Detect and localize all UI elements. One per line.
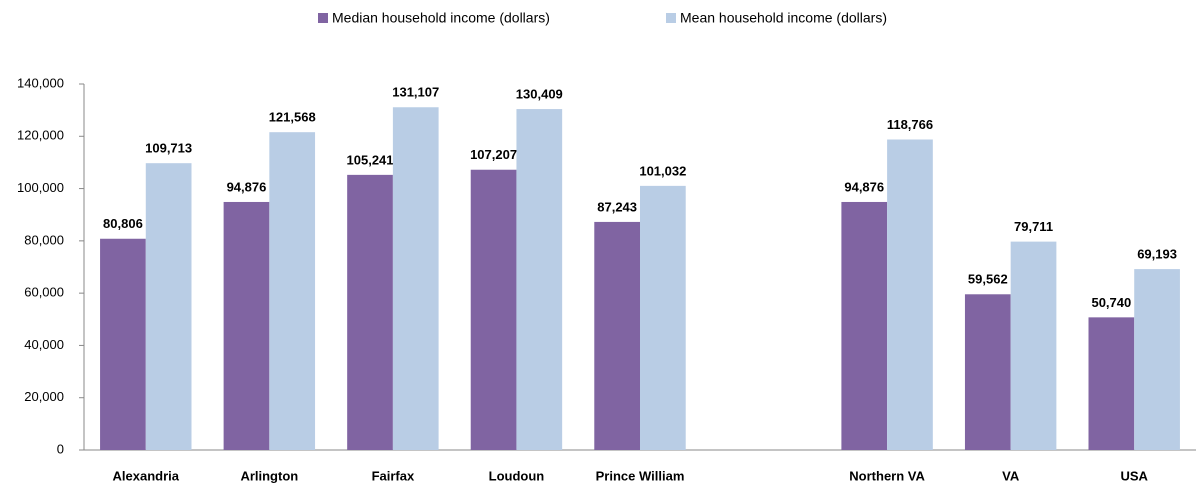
bar xyxy=(1010,241,1057,450)
legend-label: Mean household income (dollars) xyxy=(680,10,887,26)
x-tick-label: Alexandria xyxy=(113,468,180,483)
value-label: 94,876 xyxy=(227,179,267,194)
bar xyxy=(841,201,888,450)
value-label: 79,711 xyxy=(1014,219,1053,234)
y-tick-label: 80,000 xyxy=(24,232,64,247)
value-label: 80,806 xyxy=(103,216,143,231)
x-tick-label: Loudoun xyxy=(489,468,545,483)
value-label: 107,207 xyxy=(470,147,517,162)
x-tick-label: Arlington xyxy=(240,468,298,483)
y-tick-label: 40,000 xyxy=(24,337,64,352)
value-label: 109,713 xyxy=(145,141,192,156)
value-label: 94,876 xyxy=(844,179,884,194)
y-tick-label: 20,000 xyxy=(24,389,64,404)
y-tick-label: 0 xyxy=(57,441,64,456)
bar xyxy=(470,169,517,450)
bar xyxy=(594,221,640,450)
value-label: 130,409 xyxy=(516,87,563,102)
legend-swatch xyxy=(318,13,328,23)
value-label: 118,766 xyxy=(887,117,933,132)
legend-label: Median household income (dollars) xyxy=(332,10,550,26)
y-tick-label: 140,000 xyxy=(17,75,64,90)
value-label: 59,562 xyxy=(968,272,1008,287)
value-label: 121,568 xyxy=(269,110,316,125)
x-tick-label: VA xyxy=(1002,468,1020,483)
y-tick-label: 100,000 xyxy=(17,180,64,195)
bar xyxy=(392,107,439,450)
bar xyxy=(100,238,146,450)
x-tick-label: Fairfax xyxy=(372,468,415,483)
legend-swatch xyxy=(666,13,676,23)
y-tick-label: 60,000 xyxy=(24,285,64,300)
bar xyxy=(223,201,270,450)
bar xyxy=(1134,269,1180,450)
value-label: 101,032 xyxy=(639,163,686,178)
x-tick-label: Prince William xyxy=(596,468,685,483)
x-tick-label: USA xyxy=(1120,468,1148,483)
value-label: 50,740 xyxy=(1091,295,1131,310)
bar xyxy=(347,174,393,450)
bar xyxy=(145,163,192,450)
y-tick-label: 120,000 xyxy=(17,128,64,143)
bar xyxy=(964,294,1011,450)
x-tick-label: Northern VA xyxy=(849,468,925,483)
bar xyxy=(640,185,686,451)
value-label: 105,241 xyxy=(347,152,394,167)
bar xyxy=(269,132,316,450)
bar xyxy=(1088,317,1135,450)
bar xyxy=(887,139,933,450)
value-label: 87,243 xyxy=(597,199,637,214)
bar xyxy=(516,109,563,451)
value-label: 69,193 xyxy=(1137,247,1177,262)
value-label: 131,107 xyxy=(392,85,439,100)
